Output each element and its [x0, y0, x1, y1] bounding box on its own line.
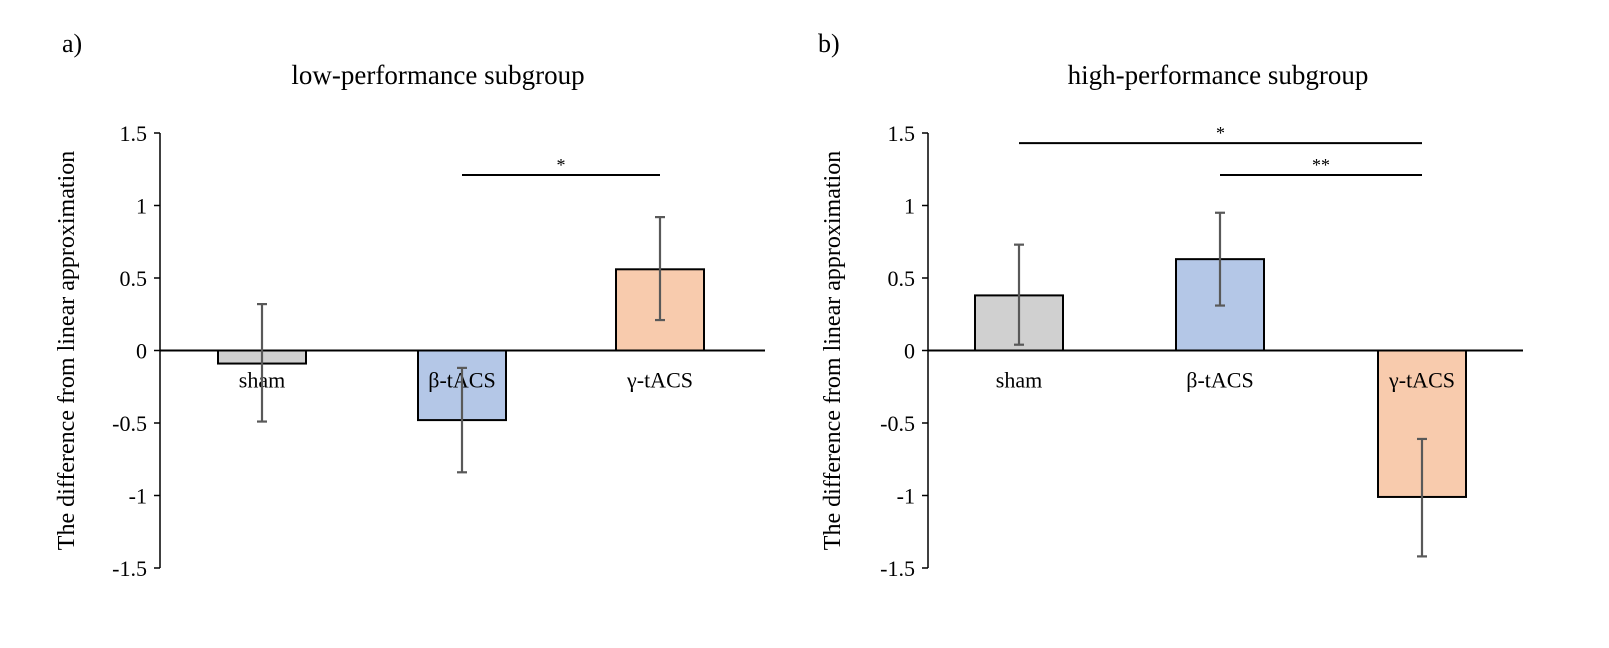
y-tick-label: 0 [136, 339, 147, 364]
y-tick-label: -1.5 [112, 556, 147, 581]
y-axis-label: The difference from linear approximation [54, 151, 80, 550]
y-tick-label: 1 [904, 194, 915, 219]
panel-label: b) [818, 29, 840, 58]
y-tick-label: 1 [136, 194, 147, 219]
chart-panel-a: a) low-performance subgroup The difference… [54, 29, 765, 581]
x-tick-label: γ-tACS [626, 368, 693, 393]
significance-label: * [557, 155, 566, 175]
x-tick-label: β-tACS [1186, 368, 1253, 393]
y-tick-label: -1 [897, 484, 915, 509]
y-axis-label: The difference from linear approximation [820, 151, 846, 550]
y-tick-label: -1.5 [880, 556, 915, 581]
x-tick-label: γ-tACS [1388, 368, 1455, 393]
x-tick-label: sham [996, 368, 1042, 393]
y-tick-label: -0.5 [880, 411, 915, 436]
y-tick-label: 0.5 [120, 266, 148, 291]
significance-label: * [1216, 123, 1225, 143]
chart-title: high-performance subgroup [1068, 60, 1369, 90]
significance-label: ** [1312, 155, 1330, 175]
y-tick-label: 1.5 [120, 121, 148, 146]
y-tick-label: -1 [129, 484, 147, 509]
y-tick-label: 0 [904, 339, 915, 364]
y-tick-label: 1.5 [888, 121, 916, 146]
y-tick-label: 0.5 [888, 266, 916, 291]
y-tick-label: -0.5 [112, 411, 147, 436]
chart-panel-b: b) high-performance subgroup The differenc… [818, 29, 1523, 581]
chart-title: low-performance subgroup [291, 60, 584, 90]
panel-label: a) [62, 29, 82, 58]
